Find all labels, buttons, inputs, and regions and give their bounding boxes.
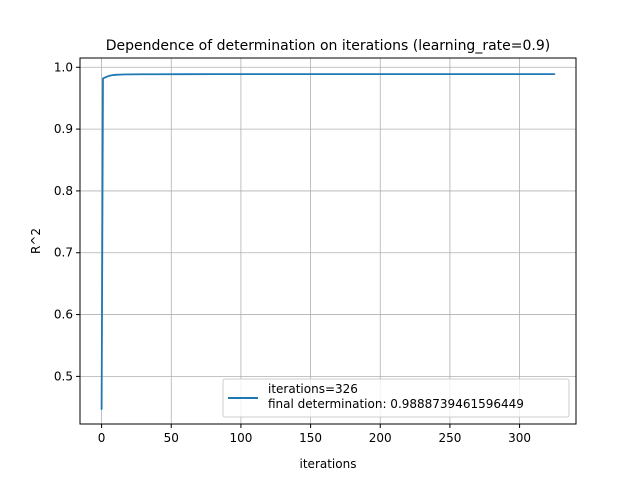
series-line	[100, 73, 556, 411]
y-tick-label: 0.8	[54, 184, 73, 198]
x-tick-label: 150	[299, 431, 322, 445]
legend-text-line-2: final determination: 0.9888739461596449	[268, 397, 524, 411]
series-layer	[100, 73, 556, 411]
y-tick-label: 0.7	[54, 246, 73, 260]
legend: iterations=326 final determination: 0.98…	[222, 378, 570, 418]
axis-ticks: 0 50 100 150 200 250 300 0.5 0.6 0.7 0.8 0.9 1.0	[54, 60, 531, 445]
y-tick-label: 0.5	[54, 369, 73, 383]
plot-frame	[79, 57, 577, 425]
x-tick-label: 0	[98, 431, 106, 445]
chart-title: Dependence of determination on iteration…	[106, 38, 550, 54]
legend-text-line-1: iterations=326	[268, 382, 358, 396]
x-axis-label: iterations	[300, 457, 357, 471]
y-tick-label: 1.0	[54, 60, 73, 74]
x-tick-label: 200	[369, 431, 392, 445]
x-tick-label: 50	[164, 431, 179, 445]
legend-box	[222, 378, 570, 418]
x-tick-label: 250	[438, 431, 461, 445]
y-tick-label: 0.6	[54, 308, 73, 322]
grid	[80, 58, 576, 424]
y-axis-label: R^2	[29, 228, 43, 254]
x-tick-label: 300	[508, 431, 531, 445]
y-tick-label: 0.9	[54, 122, 73, 136]
x-tick-label: 100	[229, 431, 252, 445]
